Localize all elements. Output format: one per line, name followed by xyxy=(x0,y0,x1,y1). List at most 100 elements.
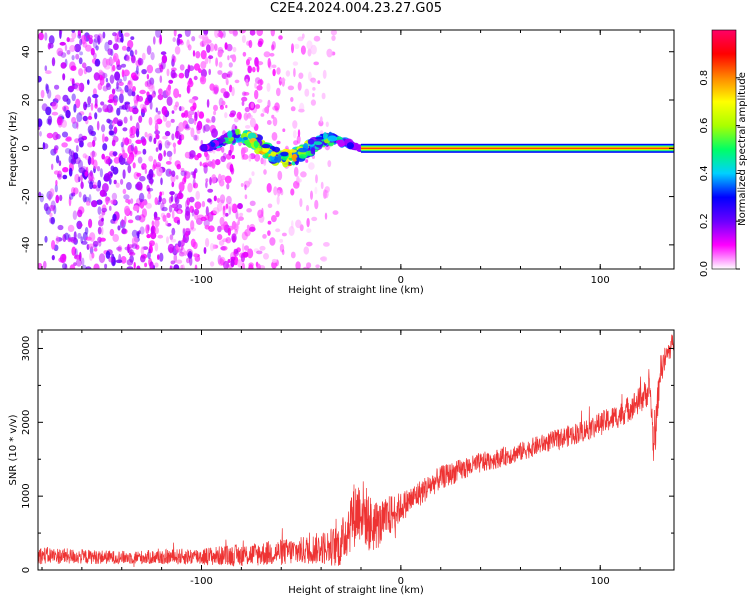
noise-blob xyxy=(267,99,271,108)
noise-blob xyxy=(220,224,226,230)
noise-blob xyxy=(221,146,225,153)
noise-blob xyxy=(325,121,329,128)
noise-blob xyxy=(93,181,97,188)
noise-blob xyxy=(133,145,138,155)
noise-blob xyxy=(176,248,180,253)
noise-blob xyxy=(151,220,155,227)
noise-blob xyxy=(107,48,113,56)
noise-blob xyxy=(92,184,97,189)
noise-blob xyxy=(164,140,170,149)
noise-blob xyxy=(148,155,154,162)
noise-blob xyxy=(111,139,116,147)
noise-blob xyxy=(120,256,127,264)
noise-blob xyxy=(68,167,73,177)
noise-blob xyxy=(288,226,295,236)
noise-blob xyxy=(87,155,92,166)
noise-blob xyxy=(324,186,330,193)
noise-blob xyxy=(71,116,77,124)
noise-blob xyxy=(296,178,302,183)
noise-blob xyxy=(164,130,171,137)
signal-blob xyxy=(298,154,307,159)
noise-blob xyxy=(127,39,134,49)
noise-blob xyxy=(122,188,127,195)
noise-blob xyxy=(71,93,76,102)
noise-blob xyxy=(203,30,209,36)
noise-blob xyxy=(120,178,124,185)
noise-blob xyxy=(124,137,130,146)
noise-blob xyxy=(88,218,93,228)
noise-blob xyxy=(263,169,267,175)
noise-blob xyxy=(229,163,234,173)
noise-blob xyxy=(140,107,147,114)
noise-blob xyxy=(112,151,118,157)
noise-blob xyxy=(188,117,195,125)
noise-blob xyxy=(105,78,109,83)
noise-blob xyxy=(126,266,134,269)
noise-blob xyxy=(185,124,190,129)
noise-blob xyxy=(62,174,68,180)
noise-blob xyxy=(197,110,200,116)
noise-blob xyxy=(176,192,184,200)
noise-blob xyxy=(175,101,179,108)
noise-blob xyxy=(159,34,162,45)
noise-blob xyxy=(203,124,210,132)
noise-blob xyxy=(53,170,60,175)
noise-blob xyxy=(101,124,106,133)
noise-blob xyxy=(290,188,295,196)
colorbar-scale xyxy=(711,29,737,270)
noise-blob xyxy=(246,208,253,213)
noise-blob xyxy=(137,231,140,239)
noise-blob xyxy=(272,117,278,127)
noise-blob xyxy=(228,205,232,215)
y-tick-label: 20 xyxy=(21,94,32,107)
noise-blob xyxy=(78,159,83,170)
noise-blob xyxy=(242,51,247,57)
noise-blob xyxy=(149,261,154,269)
noise-blob xyxy=(271,215,277,223)
noise-blob xyxy=(80,174,83,183)
noise-blob xyxy=(254,77,261,84)
noise-blob xyxy=(130,72,137,79)
noise-blob xyxy=(244,194,248,200)
noise-blob xyxy=(78,33,82,39)
noise-blob xyxy=(115,182,120,188)
noise-blob xyxy=(41,103,48,112)
noise-blob xyxy=(78,82,85,93)
noise-blob xyxy=(292,130,297,139)
noise-blob xyxy=(243,91,250,96)
colorbar-tick-label: 0.0 xyxy=(699,261,710,277)
noise-blob xyxy=(185,227,191,232)
noise-blob xyxy=(229,113,235,118)
noise-blob xyxy=(155,30,162,38)
signal-blob xyxy=(323,132,328,140)
noise-blob xyxy=(111,192,118,201)
noise-blob xyxy=(93,244,98,249)
noise-blob xyxy=(241,96,248,102)
noise-blob xyxy=(112,64,116,72)
noise-blob xyxy=(69,45,76,52)
noise-blob xyxy=(170,238,177,243)
noise-blob xyxy=(205,237,210,248)
noise-blob xyxy=(104,108,110,113)
noise-blob xyxy=(228,202,234,211)
noise-blob xyxy=(46,190,53,200)
noise-blob xyxy=(55,155,60,164)
noise-blob xyxy=(66,136,72,141)
noise-blob xyxy=(214,159,221,166)
noise-blob xyxy=(181,112,186,118)
noise-blob xyxy=(269,237,276,246)
noise-blob xyxy=(200,50,207,60)
noise-blob xyxy=(224,212,229,217)
noise-blob xyxy=(78,57,83,65)
noise-blob xyxy=(158,63,162,67)
noise-blob xyxy=(159,191,162,197)
noise-blob xyxy=(82,194,87,203)
noise-blob xyxy=(52,131,59,141)
noise-blob xyxy=(271,132,278,141)
noise-blob xyxy=(116,81,119,90)
noise-blob xyxy=(129,50,134,57)
noise-blob xyxy=(104,196,111,204)
noise-blob xyxy=(85,266,92,269)
